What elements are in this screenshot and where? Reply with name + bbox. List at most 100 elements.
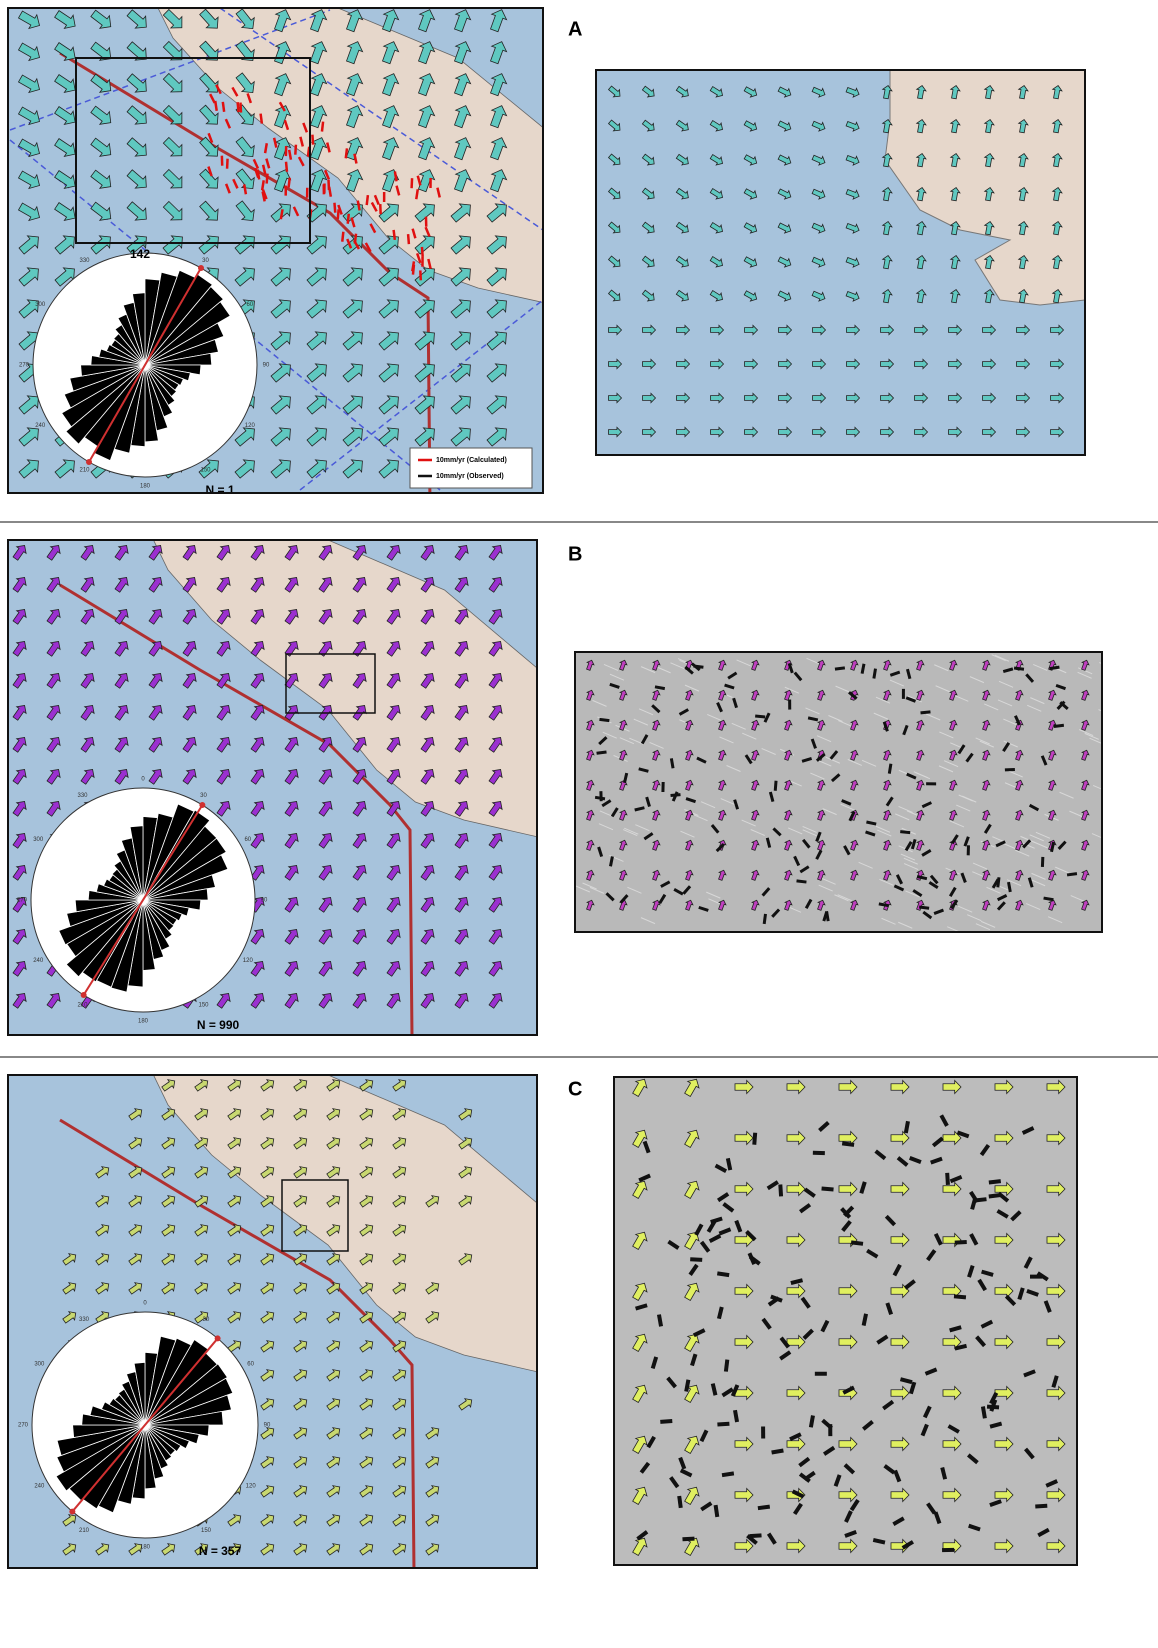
mean-end bbox=[86, 459, 92, 465]
stress-tick bbox=[917, 877, 927, 879]
stress-tick bbox=[955, 1346, 967, 1349]
stress-tick bbox=[223, 102, 224, 112]
stress-tick bbox=[775, 781, 776, 791]
stress-tick bbox=[238, 102, 239, 112]
stress-tick bbox=[987, 1407, 999, 1408]
stress-tick bbox=[866, 822, 876, 824]
stress-tick bbox=[1067, 874, 1077, 875]
stress-tick bbox=[955, 1242, 967, 1243]
stress-tick bbox=[755, 716, 765, 717]
rose-angle-label: 240 bbox=[34, 1484, 45, 1490]
stress-tick bbox=[1035, 1506, 1047, 1507]
stress-tick bbox=[1009, 882, 1011, 892]
stress-tick bbox=[1054, 725, 1064, 726]
stress-tick bbox=[693, 666, 703, 667]
stress-tick bbox=[719, 1307, 722, 1319]
stress-tick bbox=[671, 758, 673, 768]
rose-angle-label: 240 bbox=[33, 958, 44, 964]
rose-angle-label: 300 bbox=[35, 302, 46, 308]
stress-tick bbox=[921, 712, 931, 713]
rose-angle-label: 270 bbox=[18, 1423, 29, 1429]
stress-tick bbox=[262, 180, 264, 190]
stress-tick bbox=[842, 1143, 854, 1144]
rose-angle-label: 90 bbox=[261, 898, 268, 904]
rose-angle-label: 60 bbox=[244, 837, 251, 843]
rose-count: N = 990 bbox=[197, 1018, 240, 1032]
stress-tick bbox=[265, 143, 267, 153]
stress-tick bbox=[690, 1259, 702, 1260]
stress-tick bbox=[286, 162, 287, 172]
stress-tick bbox=[873, 1540, 885, 1543]
stress-tick bbox=[655, 687, 665, 689]
rose-angle-label: 60 bbox=[247, 1362, 254, 1368]
rose-top: 142 bbox=[130, 247, 150, 261]
maps: 0306090120150180210240270300330N = 11421… bbox=[8, 6, 1113, 1648]
stress-tick bbox=[716, 1505, 718, 1517]
stress-tick bbox=[394, 230, 395, 240]
rose-count: N = 1 bbox=[205, 483, 234, 497]
stress-tick bbox=[595, 797, 605, 799]
stress-tick bbox=[686, 1380, 688, 1392]
rose-angle-label: 330 bbox=[79, 1317, 90, 1323]
stress-tick bbox=[338, 209, 339, 219]
stress-tick bbox=[983, 1406, 985, 1418]
stress-tick bbox=[408, 234, 409, 244]
stress-tick bbox=[791, 1280, 803, 1283]
panel-label: B bbox=[568, 543, 582, 565]
stress-tick bbox=[862, 664, 864, 674]
panel-c-zoom bbox=[614, 1076, 1077, 1565]
stress-tick bbox=[717, 1424, 729, 1425]
rose-angle-label: 300 bbox=[34, 1362, 45, 1368]
stress-tick bbox=[240, 103, 241, 113]
stress-tick bbox=[659, 1315, 661, 1327]
panel-a-map: 0306090120150180210240270300330N = 11421… bbox=[8, 6, 568, 608]
stress-tick bbox=[412, 261, 414, 271]
stress-tick bbox=[797, 881, 807, 882]
stress-tick bbox=[261, 114, 262, 124]
rose-angle-label: 270 bbox=[19, 363, 30, 369]
stress-tick bbox=[281, 209, 283, 219]
stress-tick bbox=[942, 1468, 945, 1480]
stress-tick bbox=[1044, 898, 1054, 900]
stress-tick bbox=[215, 101, 216, 111]
rose-angle-label: 90 bbox=[263, 363, 270, 369]
stress-tick bbox=[919, 907, 929, 908]
legend-box bbox=[410, 448, 532, 488]
rose-angle-label: 300 bbox=[33, 837, 44, 843]
stress-tick bbox=[728, 1158, 730, 1170]
stress-tick bbox=[764, 914, 765, 924]
rose-angle-label: 150 bbox=[198, 1002, 209, 1008]
stress-tick bbox=[599, 719, 609, 720]
rose-angle-label: 120 bbox=[246, 1484, 257, 1490]
mean-end bbox=[81, 992, 87, 998]
mean-end bbox=[215, 1335, 221, 1341]
stress-tick bbox=[395, 171, 397, 181]
stress-tick bbox=[1050, 667, 1060, 668]
stress-tick bbox=[750, 1535, 762, 1536]
legend-label: 10mm/yr (Observed) bbox=[436, 473, 504, 480]
stress-tick bbox=[322, 122, 323, 132]
stress-tick bbox=[906, 1121, 908, 1133]
stress-tick bbox=[244, 184, 246, 194]
panel-b-map: 0306090120150180210240270300330N = 990 bbox=[8, 540, 551, 1140]
rose-angle-label: 120 bbox=[245, 423, 256, 429]
rose-angle-label: 150 bbox=[201, 1528, 212, 1534]
stress-tick bbox=[954, 1296, 966, 1297]
stress-tick bbox=[1052, 842, 1054, 852]
mean-end bbox=[69, 1509, 75, 1515]
panel-label: C bbox=[568, 1078, 582, 1100]
stress-tick bbox=[227, 159, 228, 169]
stress-tick bbox=[342, 232, 343, 242]
rose-angle-label: 30 bbox=[202, 258, 209, 264]
stress-tick bbox=[295, 145, 296, 155]
stress-tick bbox=[679, 1496, 681, 1508]
stress-tick bbox=[989, 1195, 1001, 1196]
stress-tick bbox=[289, 178, 290, 188]
stress-tick bbox=[989, 1181, 1001, 1182]
stress-tick bbox=[879, 904, 889, 906]
stress-tick bbox=[864, 1314, 866, 1326]
panel-c-map: 0306090120150180210240270300330N = 357 bbox=[8, 1075, 551, 1648]
stress-tick bbox=[267, 174, 268, 184]
figure: A B C 0306090120150180210240270300330N =… bbox=[0, 0, 1158, 1648]
rose-angle-label: 330 bbox=[79, 258, 90, 264]
